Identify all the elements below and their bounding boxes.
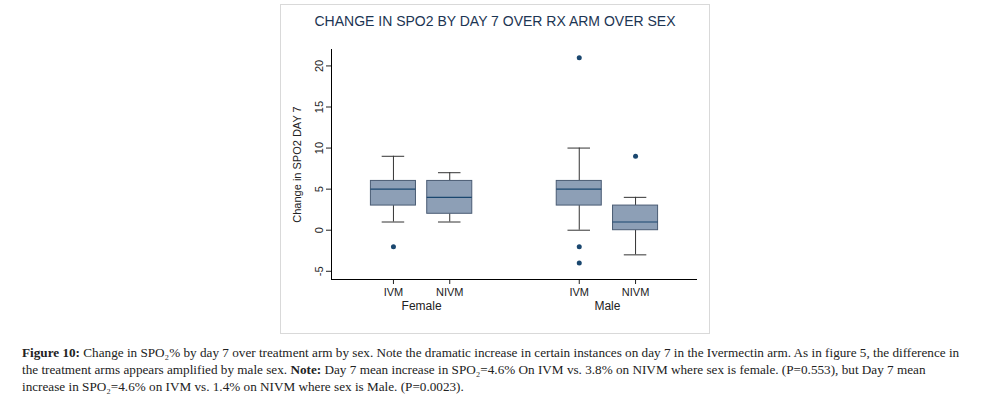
svg-text:0: 0 bbox=[313, 227, 325, 233]
svg-text:10: 10 bbox=[313, 142, 325, 154]
svg-text:NIVM: NIVM bbox=[436, 286, 464, 298]
html-text:CHANGE IN SPO2 BY DAY 7 OVER R: CHANGE IN SPO2 BY DAY 7 OVER RX ARM OVER… bbox=[314, 13, 676, 29]
svg-text:IVM: IVM bbox=[569, 286, 589, 298]
svg-text:5: 5 bbox=[313, 186, 325, 192]
html-text:Figure 10: Change in SPO₂% by: Figure 10: Change in SPO₂% by day 7 over… bbox=[22, 345, 960, 394]
svg-text:-5: -5 bbox=[313, 266, 325, 276]
svg-text:Male: Male bbox=[594, 299, 620, 313]
svg-text:15: 15 bbox=[313, 101, 325, 113]
svg-text:IVM: IVM bbox=[384, 286, 404, 298]
svg-text:NIVM: NIVM bbox=[622, 286, 650, 298]
svg-text:Change in SPO2 DAY 7: Change in SPO2 DAY 7 bbox=[291, 106, 303, 222]
svg-text:Female: Female bbox=[402, 299, 442, 313]
svg-text:20: 20 bbox=[313, 60, 325, 72]
